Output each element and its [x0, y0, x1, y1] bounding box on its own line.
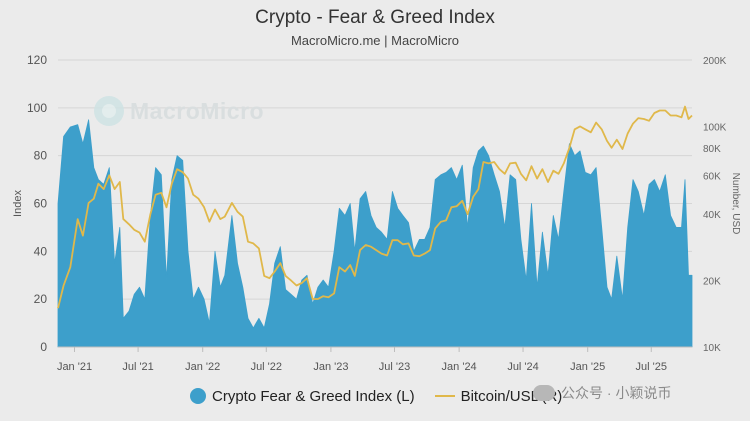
- x-tick-label: Jan '24: [442, 361, 477, 373]
- y-right-tick-label: 10K: [703, 343, 721, 354]
- y-left-tick-label: 20: [34, 292, 48, 306]
- macromicro-logo-icon: [94, 96, 124, 126]
- y-right-tick-label: 20K: [703, 277, 721, 288]
- legend-fear-greed-label[interactable]: Crypto Fear & Greed Index (L): [212, 387, 415, 405]
- fear-greed-area: [57, 119, 693, 348]
- x-tick-label: Jul '22: [251, 361, 282, 373]
- y-right-tick-label: 60K: [703, 171, 721, 182]
- x-tick-label: Jul '24: [507, 361, 538, 373]
- y-right-tick-label: 40K: [703, 210, 721, 221]
- chart-watermark: MacroMicro: [130, 98, 265, 124]
- x-tick-label: Jul '25: [636, 361, 667, 373]
- footer-watermark: 公众号 · 小颖说币: [533, 383, 671, 403]
- wechat-icon: [533, 385, 555, 401]
- fear-greed-area-series: [57, 119, 693, 348]
- bitcoin-price-line: [57, 105, 693, 309]
- y-right-tick-label: 100K: [703, 122, 727, 133]
- x-tick-label: Jan '21: [57, 361, 92, 373]
- x-tick-label: Jul '23: [379, 361, 410, 373]
- x-tick-label: Jan '22: [185, 361, 220, 373]
- y-right-axis-title: Number, USD: [730, 173, 741, 235]
- y-right-tick-label: 80K: [703, 144, 721, 155]
- y-left-axis-title: Index: [12, 190, 24, 217]
- x-tick-label: Jan '25: [570, 361, 605, 373]
- y-left-tick-label: 60: [34, 197, 48, 211]
- bitcoin-line-series: [57, 105, 693, 309]
- legend-bitcoin-swatch-icon: [434, 395, 455, 397]
- y-right-tick-label: 200K: [703, 56, 727, 67]
- legend: Crypto Fear & Greed Index (L) Bitcoin/US…: [190, 385, 562, 407]
- axes: 0 20 40 60 80 100 120 10K 20K 40K 60K 80K 100K 200K Ja…: [12, 53, 741, 373]
- x-tick-label: Jan '23: [313, 361, 348, 373]
- y-left-tick-label: 100: [27, 101, 47, 115]
- y-left-tick-label: 120: [27, 53, 47, 67]
- y-left-tick-label: 40: [34, 244, 48, 258]
- y-left-tick-label: 80: [34, 149, 48, 163]
- chart-subtitle: MacroMicro.me | MacroMicro: [290, 33, 460, 48]
- footer-watermark-text: 公众号 · 小颖说币: [561, 385, 672, 401]
- y-left-tick-label: 0: [40, 340, 47, 354]
- chart-title: Crypto - Fear & Greed Index: [255, 7, 495, 28]
- x-tick-label: Jul '21: [122, 361, 153, 373]
- legend-fear-greed-swatch-icon: [190, 388, 206, 404]
